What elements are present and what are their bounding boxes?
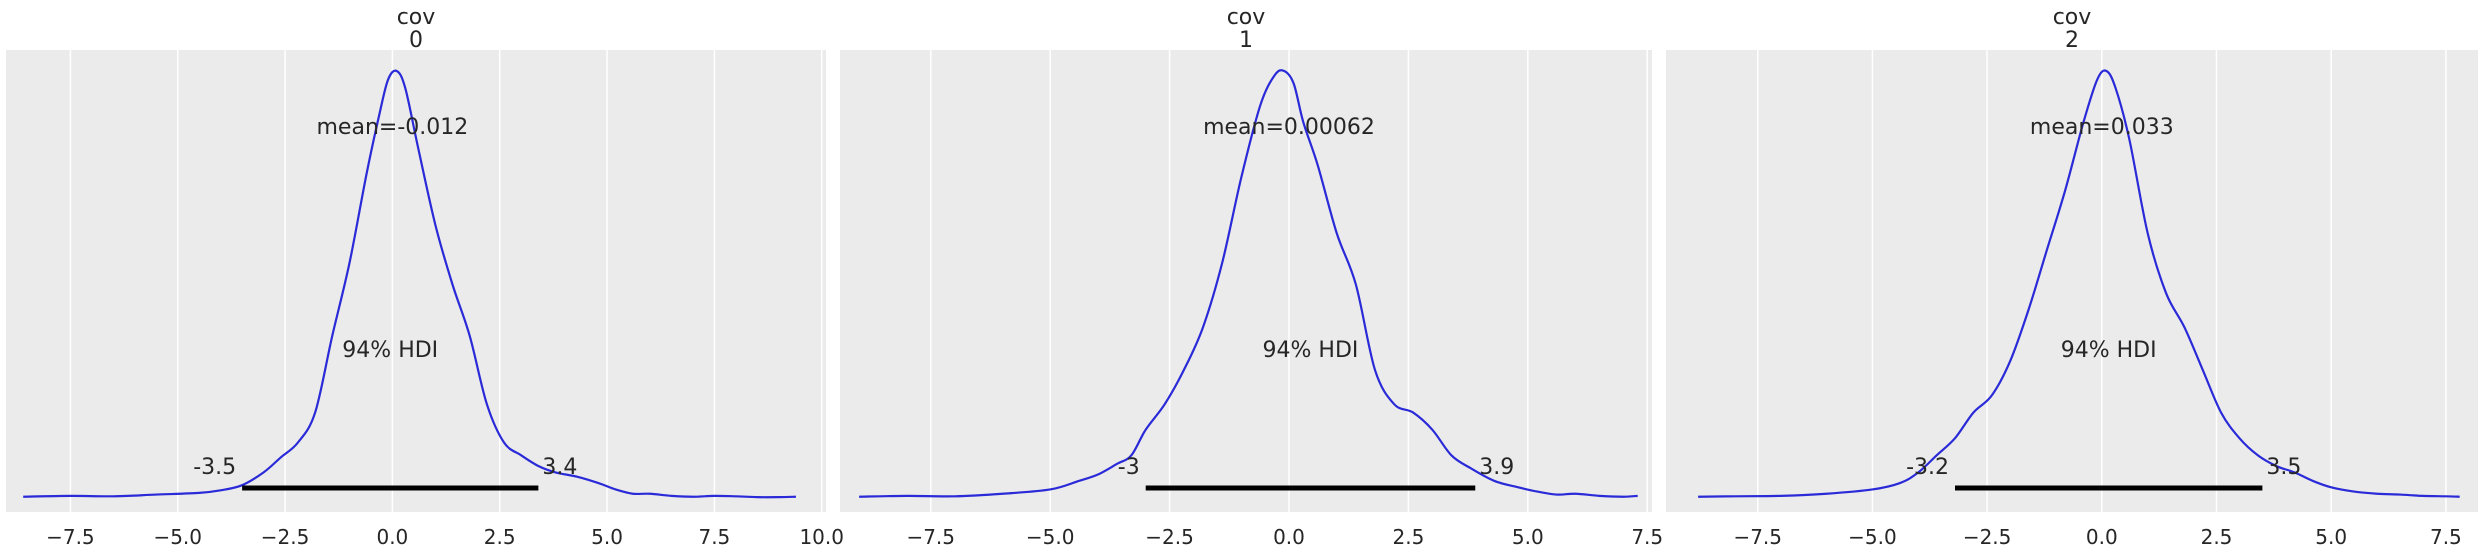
subplot-title-var: cov [1227, 5, 1266, 30]
hdi-high-label: 3.5 [2266, 455, 2301, 480]
plot-area [840, 50, 1652, 512]
x-tick-label: 5.0 [591, 525, 623, 549]
x-tick-label: 5.0 [1512, 525, 1544, 549]
x-tick-label: 5.0 [2315, 525, 2347, 549]
mean-label: mean=0.00062 [1203, 115, 1375, 140]
x-tick-label: 7.5 [1631, 525, 1663, 549]
plot-area [1666, 50, 2478, 512]
x-tick-label: −2.5 [1963, 525, 2012, 549]
x-tick-label: −2.5 [1145, 525, 1194, 549]
hdi-label: 94% HDI [342, 338, 438, 363]
x-tick-label: 2.5 [1392, 525, 1424, 549]
x-tick-label: 0.0 [376, 525, 408, 549]
x-tick-label: −7.5 [46, 525, 95, 549]
x-tick-label: 0.0 [2086, 525, 2118, 549]
mean-label: mean=0.033 [2030, 115, 2174, 140]
hdi-label: 94% HDI [2061, 338, 2157, 363]
x-tick-label: 10.0 [799, 525, 844, 549]
mean-label: mean=-0.012 [317, 115, 469, 140]
density-line [23, 69, 796, 499]
x-tick-label: 2.5 [2201, 525, 2233, 549]
x-tick-label: −7.5 [906, 525, 955, 549]
x-tick-label: −5.0 [1848, 525, 1897, 549]
x-tick-label: −5.0 [153, 525, 202, 549]
hdi-low-label: -3.5 [193, 455, 236, 480]
plot-area [6, 50, 826, 512]
hdi-low-label: -3.2 [1906, 455, 1949, 480]
x-tick-label: 7.5 [698, 525, 730, 549]
subplot-title-index: 0 [409, 28, 423, 53]
x-tick-label: 7.5 [2430, 525, 2462, 549]
subplot-title-var: cov [397, 5, 436, 30]
hdi-high-label: 3.9 [1479, 455, 1514, 480]
hdi-high-label: 3.4 [542, 455, 577, 480]
density-line [1698, 69, 2460, 498]
hdi-label: 94% HDI [1263, 338, 1359, 363]
subplot-title-index: 1 [1239, 28, 1253, 53]
x-tick-label: −2.5 [261, 525, 310, 549]
density-line [859, 69, 1638, 498]
x-tick-label: −7.5 [1733, 525, 1782, 549]
x-tick-label: 0.0 [1273, 525, 1305, 549]
x-tick-label: −5.0 [1026, 525, 1075, 549]
hdi-low-label: -3 [1118, 455, 1140, 480]
subplot-title-var: cov [2053, 5, 2092, 30]
subplot-title-index: 2 [2065, 28, 2079, 53]
x-tick-label: 2.5 [484, 525, 516, 549]
